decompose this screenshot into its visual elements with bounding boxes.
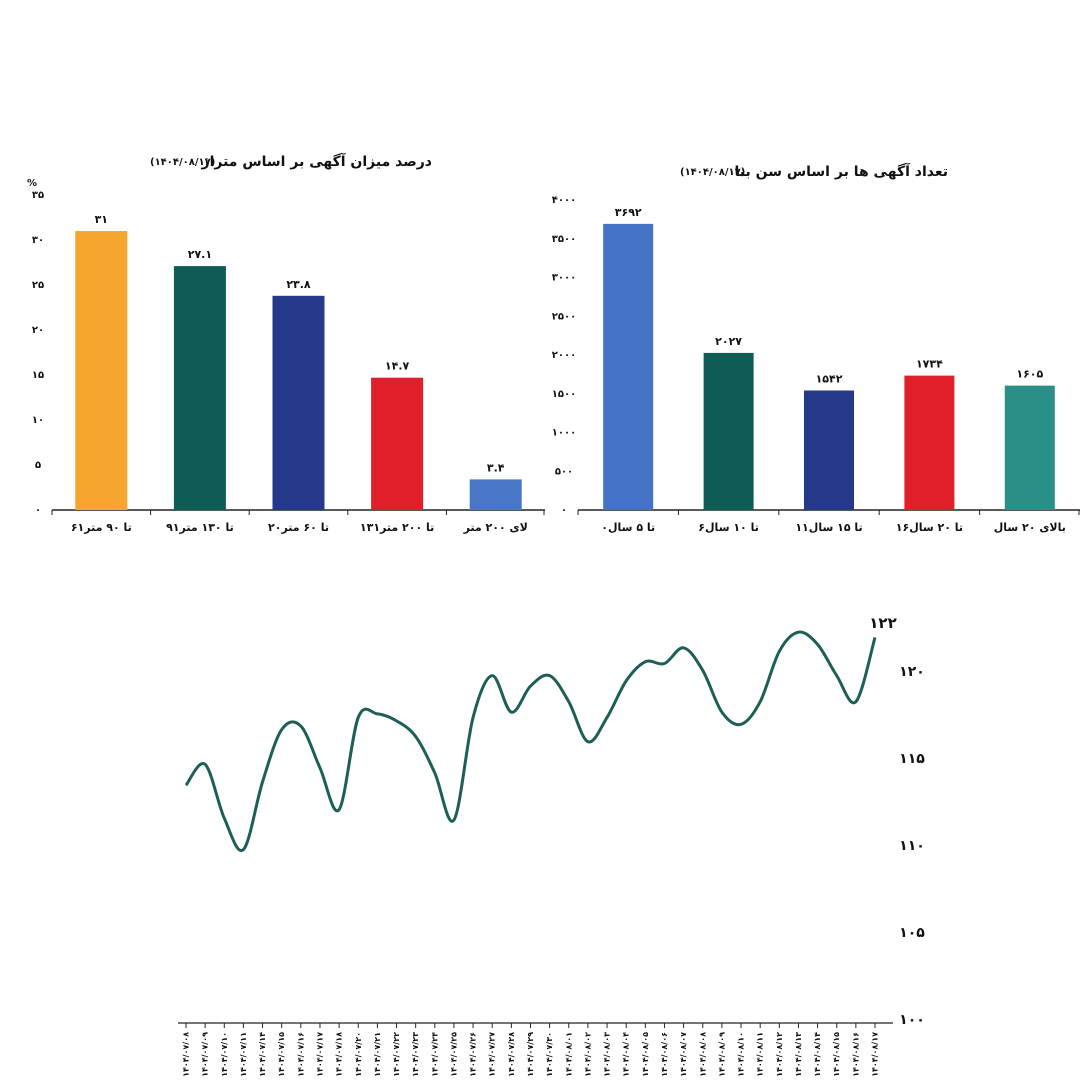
- x-tick-label: ۱۴۰۴/۰۷/۲۵: [449, 1032, 458, 1077]
- x-tick-label: ۱۴۰۴/۰۸/۱۷: [871, 1032, 880, 1077]
- x-tick-label: ۱۴۰۴/۰۷/۰۸: [182, 1032, 191, 1077]
- end-label: ۱۲۲: [869, 614, 896, 632]
- x-tick-label: ۱۴۰۴/۰۸/۱۵: [832, 1032, 841, 1077]
- bar: [371, 377, 424, 510]
- x-tick-label: ۶تا ۱۰ سال: [698, 521, 759, 534]
- x-tick-label: ۱۴۰۴/۰۸/۱۳: [794, 1032, 803, 1077]
- x-tick-label: ۱۴۰۴/۰۸/۰۹: [717, 1032, 726, 1077]
- x-tick-label: ۱۴۰۴/۰۷/۲۹: [526, 1032, 535, 1077]
- bar: [603, 223, 654, 510]
- x-tick-label: ۶۱تا ۹۰ متر: [71, 521, 132, 534]
- chart-title: تعداد آگهی ها بر اساس سن بنا: [735, 162, 949, 180]
- x-tick-label: ۱۴۰۴/۰۸/۰۵: [641, 1032, 650, 1077]
- x-tick-label: ۱۴۰۴/۰۷/۱۸: [335, 1032, 344, 1077]
- x-tick-label: ۱۴۰۴/۰۷/۳۰: [545, 1032, 554, 1077]
- y-tick-label: ۱۰۰۰: [552, 428, 576, 439]
- bar: [1004, 385, 1055, 510]
- y-tick-label: ۱۱۵: [899, 751, 925, 767]
- y-tick-label: ۳۰: [32, 235, 44, 246]
- value-label: ۳۶۹۲: [615, 206, 642, 219]
- y-unit: %: [27, 178, 37, 189]
- x-tick-label: ۰تا ۵ سال: [601, 521, 655, 534]
- y-tick-label: ۱۱۰: [899, 838, 925, 854]
- y-tick-label: ۱۵: [32, 370, 44, 381]
- bar: [173, 266, 226, 510]
- x-tick-label: ۱۴۰۴/۰۸/۰۸: [698, 1032, 707, 1077]
- x-tick-label: ۱۴۰۴/۰۸/۰۲: [583, 1032, 592, 1077]
- y-tick-label: ۱۰۵: [899, 925, 925, 941]
- x-tick-label: ۱۳۱تا ۲۰۰ متر: [360, 521, 434, 534]
- line: [184, 630, 877, 853]
- y-tick-label: ۲۵۰۰: [552, 311, 576, 322]
- y-tick-label: ۱۰۰: [899, 1012, 925, 1028]
- x-tick-label: ۱۴۰۴/۰۷/۲۴: [430, 1032, 439, 1077]
- x-tick-label: ۱۴۰۴/۰۷/۱۷: [315, 1032, 324, 1077]
- y-tick-label: ۳۰۰۰: [552, 273, 576, 284]
- y-tick-label: ۱۵۰۰: [552, 389, 576, 400]
- y-tick-label: ۵۰۰: [555, 466, 573, 477]
- x-tick-label: ۱۴۰۴/۰۷/۲۷: [488, 1032, 497, 1077]
- x-tick-label: ۱۴۰۴/۰۷/۱۵: [277, 1032, 286, 1077]
- y-tick-label: ۱۰: [32, 415, 44, 426]
- value-label: ۲۷.۱: [188, 248, 212, 261]
- x-tick-label: ۱۱تا ۱۵ سال: [795, 521, 862, 534]
- x-tick-label: ۱۴۰۴/۰۸/۱۲: [775, 1032, 784, 1077]
- chart-subtitle: (۱۴۰۴/۰۸/۱۷): [150, 157, 215, 168]
- bar: [469, 479, 522, 510]
- x-tick-label: ۱۴۰۴/۰۷/۲۶: [469, 1032, 478, 1077]
- value-label: ۲۳.۸: [286, 278, 311, 291]
- x-tick-label: ۱۴۰۴/۰۷/۰۹: [201, 1032, 210, 1077]
- x-tick-label: ۱۴۰۴/۰۸/۰۷: [679, 1032, 688, 1077]
- y-tick-label: ۴۰۰۰: [552, 195, 576, 206]
- x-tick-label: ۱۴۰۴/۰۷/۲۸: [507, 1032, 516, 1077]
- bar: [804, 390, 854, 510]
- y-tick-label: ۱۲۰: [899, 664, 925, 680]
- chart-title: درصد میزان آگهی بر اساس متراژ: [201, 152, 432, 170]
- y-tick-label: ۰: [561, 505, 567, 516]
- x-tick-label: بالای ۲۰ سال: [994, 521, 1066, 534]
- x-tick-label: ۱۴۰۴/۰۷/۱۱: [239, 1032, 248, 1077]
- y-tick-label: ۲۵: [32, 280, 44, 291]
- value-label: ۳.۴: [487, 461, 505, 474]
- x-tick-label: ۱۴۰۴/۰۸/۱۰: [737, 1032, 746, 1077]
- y-tick-label: ۳۵۰۰: [552, 234, 576, 245]
- x-tick-label: ۱۴۰۴/۰۷/۲۱: [373, 1032, 382, 1077]
- x-tick-label: ۱۴۰۴/۰۷/۱۶: [296, 1032, 305, 1077]
- x-tick-label: ۱۴۰۴/۰۸/۰۶: [660, 1032, 669, 1077]
- x-tick-label: ۲۰تا ۶۰ متر: [268, 521, 329, 534]
- value-label: ۳۱: [95, 213, 108, 226]
- x-tick-label: ۱۴۰۴/۰۷/۲۳: [411, 1032, 420, 1077]
- bar: [272, 295, 325, 510]
- x-tick-label: ۹۱تا ۱۳۰ متر: [166, 521, 234, 534]
- x-tick-label: ۱۴۰۴/۰۸/۱۴: [813, 1032, 822, 1077]
- value-label: ۱۶۰۵: [1016, 368, 1043, 381]
- bar: [703, 352, 754, 510]
- bar: [904, 375, 955, 510]
- x-tick-label: ۱۴۰۴/۰۷/۱۰: [220, 1032, 229, 1077]
- x-tick-label: لای ۲۰۰ متر: [463, 521, 528, 534]
- y-tick-label: ۲۰۰۰: [552, 350, 576, 361]
- x-tick-label: ۱۴۰۴/۰۸/۰۴: [622, 1032, 631, 1077]
- x-tick-label: ۱۴۰۴/۰۸/۰۱: [564, 1032, 573, 1077]
- x-tick-label: ۱۴۰۴/۰۷/۲۰: [354, 1032, 363, 1077]
- y-tick-label: ۳۵: [32, 190, 44, 201]
- value-label: ۱۴.۷: [385, 360, 410, 373]
- x-tick-label: ۱۴۰۴/۰۸/۰۳: [603, 1032, 612, 1077]
- value-label: ۲۰۲۷: [715, 335, 742, 348]
- y-tick-label: ۲۰: [32, 325, 44, 336]
- y-tick-label: ۰: [35, 505, 41, 516]
- y-tick-label: ۵: [35, 460, 41, 471]
- chart-subtitle: (۱۴۰۴/۰۸/۱۷): [680, 167, 745, 178]
- x-tick-label: ۱۴۰۴/۰۸/۱۶: [851, 1032, 860, 1077]
- value-label: ۱۷۳۴: [916, 358, 943, 371]
- x-tick-label: ۱۴۰۴/۰۷/۲۲: [392, 1032, 401, 1077]
- x-tick-label: ۱۴۰۴/۰۸/۱۱: [756, 1032, 765, 1077]
- bar: [75, 231, 128, 510]
- x-tick-label: ۱۶تا ۲۰ سال: [896, 521, 963, 534]
- value-label: ۱۵۴۲: [816, 372, 843, 385]
- x-tick-label: ۱۴۰۴/۰۷/۱۴: [258, 1032, 267, 1077]
